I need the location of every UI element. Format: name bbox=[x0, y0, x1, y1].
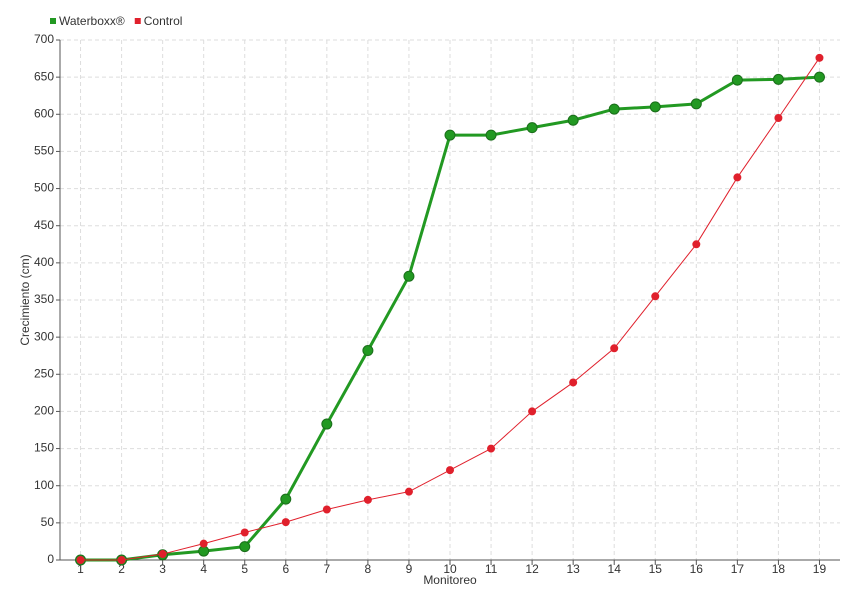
x-tick-label: 16 bbox=[690, 562, 704, 576]
x-tick-label: 17 bbox=[731, 562, 745, 576]
x-tick-label: 11 bbox=[485, 562, 498, 576]
legend-label: Waterboxx® bbox=[59, 14, 125, 28]
data-point bbox=[692, 240, 701, 249]
data-point bbox=[321, 418, 333, 430]
y-tick-label: 0 bbox=[47, 552, 54, 566]
data-point bbox=[813, 71, 825, 83]
y-tick-label: 600 bbox=[34, 106, 54, 120]
x-tick-label: 15 bbox=[649, 562, 663, 576]
data-point bbox=[485, 129, 497, 141]
x-tick-label: 19 bbox=[813, 562, 827, 576]
data-point bbox=[690, 98, 702, 110]
y-tick-label: 550 bbox=[34, 144, 54, 158]
x-tick-label: 3 bbox=[159, 562, 166, 576]
y-tick-label: 200 bbox=[34, 404, 54, 418]
x-tick-label: 6 bbox=[282, 562, 289, 576]
x-tick-label: 9 bbox=[406, 562, 413, 576]
x-tick-label: 12 bbox=[525, 562, 539, 576]
y-tick-label: 400 bbox=[34, 255, 54, 269]
y-tick-label: 500 bbox=[34, 181, 54, 195]
y-tick-label: 650 bbox=[34, 69, 54, 83]
data-point bbox=[446, 466, 454, 475]
data-point bbox=[444, 129, 456, 141]
y-tick-label: 250 bbox=[34, 366, 54, 380]
x-tick-label: 7 bbox=[323, 562, 330, 576]
x-tick-label: 10 bbox=[443, 562, 457, 576]
x-tick-label: 5 bbox=[241, 562, 248, 576]
data-point bbox=[322, 505, 331, 514]
series-line bbox=[80, 75, 820, 562]
data-point bbox=[528, 407, 537, 416]
data-point bbox=[651, 292, 660, 301]
data-point bbox=[526, 122, 538, 134]
data-point bbox=[772, 73, 784, 85]
x-tick-label: 13 bbox=[566, 562, 580, 576]
data-point bbox=[610, 344, 619, 353]
data-point bbox=[199, 539, 208, 548]
x-tick-label: 14 bbox=[608, 562, 622, 576]
data-point bbox=[567, 114, 579, 126]
data-point bbox=[733, 173, 742, 182]
data-point bbox=[158, 550, 167, 559]
y-tick-label: 50 bbox=[41, 515, 55, 529]
x-tick-label: 18 bbox=[772, 562, 786, 576]
data-point bbox=[240, 528, 249, 537]
data-point bbox=[404, 487, 413, 496]
data-point bbox=[363, 495, 372, 504]
data-point bbox=[76, 556, 85, 564]
legend-label: Control bbox=[144, 14, 183, 28]
y-tick-label: 150 bbox=[34, 441, 54, 455]
y-tick-label: 300 bbox=[34, 329, 54, 343]
data-point bbox=[815, 53, 824, 62]
x-tick-label: 4 bbox=[200, 562, 207, 576]
legend-swatch bbox=[134, 18, 141, 24]
data-point bbox=[608, 103, 620, 115]
x-tick-label: 2 bbox=[118, 562, 125, 576]
y-tick-label: 350 bbox=[34, 292, 54, 306]
x-tick-label: 8 bbox=[365, 562, 372, 576]
x-tick-label: 1 bbox=[77, 562, 84, 576]
x-axis-title: Monitoreo bbox=[423, 573, 477, 587]
data-point bbox=[280, 493, 292, 505]
data-point bbox=[281, 518, 290, 527]
data-point bbox=[403, 270, 415, 282]
data-point bbox=[487, 444, 496, 453]
data-point bbox=[117, 556, 126, 564]
y-tick-label: 100 bbox=[34, 478, 54, 492]
data-point bbox=[569, 378, 578, 387]
legend-swatch bbox=[50, 18, 56, 24]
y-tick-label: 450 bbox=[34, 218, 54, 232]
data-point bbox=[649, 101, 661, 113]
y-tick-label: 700 bbox=[34, 32, 54, 46]
data-point bbox=[731, 74, 743, 86]
data-point bbox=[362, 345, 374, 357]
data-point bbox=[239, 541, 251, 553]
data-point bbox=[774, 114, 783, 122]
y-axis-title: Crecimiento (cm) bbox=[18, 254, 32, 345]
